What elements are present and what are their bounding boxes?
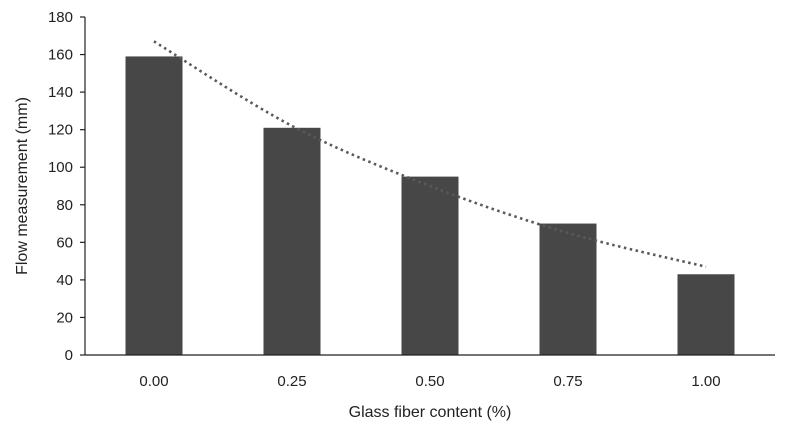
bar [263, 127, 321, 356]
bar [677, 274, 735, 355]
y-tick-label: 20 [56, 309, 73, 326]
y-tick-label: 140 [48, 84, 73, 101]
bars [125, 56, 735, 356]
x-tick-label: 0.25 [277, 373, 306, 390]
trendline-group [153, 40, 707, 269]
x-axis-ticks: 0.00 0.25 0.50 0.75 1.00 [139, 373, 720, 390]
y-tick-label: 80 [56, 197, 73, 214]
x-tick-label: 0.75 [553, 373, 582, 390]
y-tick-label: 100 [48, 159, 73, 176]
x-axis-title: Glass fiber content (%) [349, 404, 512, 421]
x-tick-label: 0.50 [415, 373, 444, 390]
y-axis-ticks: 0 20 40 60 80 100 120 140 160 180 [48, 9, 85, 364]
trendline [153, 40, 707, 269]
y-tick-label: 120 [48, 122, 73, 139]
y-tick-label: 40 [56, 272, 73, 289]
x-tick-label: 1.00 [691, 373, 720, 390]
y-tick-label: 160 [48, 47, 73, 64]
x-tick-label: 0.00 [139, 373, 168, 390]
bar [539, 223, 597, 355]
y-tick-label: 180 [48, 9, 73, 26]
y-axis-title: Flow measurement (mm) [14, 97, 31, 275]
bar [401, 176, 459, 355]
y-tick-label: 60 [56, 234, 73, 251]
bar [125, 56, 183, 355]
y-tick-label: 0 [65, 347, 73, 364]
